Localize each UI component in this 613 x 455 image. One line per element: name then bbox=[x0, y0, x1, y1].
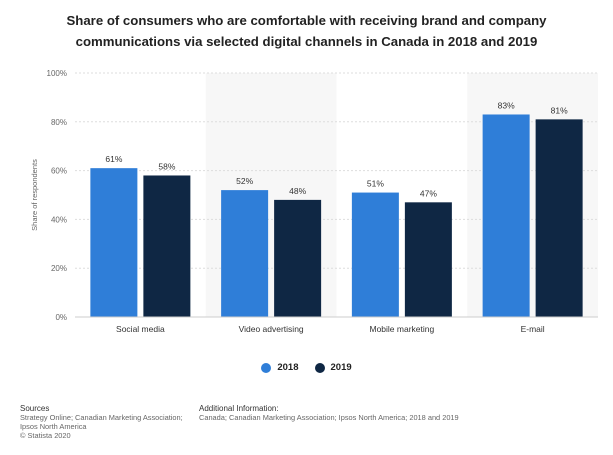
bar-2018-0 bbox=[90, 168, 138, 317]
data-label: 52% bbox=[236, 176, 253, 186]
y-tick-label: 40% bbox=[51, 215, 67, 224]
bar-2018-2 bbox=[351, 192, 399, 317]
x-tick-label: Video advertising bbox=[239, 324, 304, 334]
legend-label-2018: 2018 bbox=[277, 362, 299, 373]
legend-dot-2019 bbox=[314, 362, 325, 373]
sources-line-1: Strategy Online; Canadian Marketing Asso… bbox=[20, 413, 183, 422]
y-tick-label: 0% bbox=[55, 313, 67, 322]
x-tick-label: Social media bbox=[116, 324, 165, 334]
data-label: 47% bbox=[420, 188, 437, 198]
additional-info-title: Additional Information: bbox=[199, 404, 279, 413]
data-label: 83% bbox=[498, 100, 515, 110]
bar-chart: 0% 20% 40% 60% 80% 100% Share of respondents 61… bbox=[30, 69, 598, 334]
y-tick-label: 20% bbox=[51, 264, 67, 273]
sources-title: Sources bbox=[20, 404, 50, 413]
data-label: 81% bbox=[551, 105, 568, 115]
bar-2019-0 bbox=[143, 175, 191, 317]
legend-item-2019[interactable]: 2019 bbox=[314, 362, 352, 373]
y-tick-label: 80% bbox=[51, 118, 67, 127]
x-tick-label: Mobile marketing bbox=[370, 324, 435, 334]
bar-2019-2 bbox=[404, 202, 452, 317]
data-label: 58% bbox=[158, 161, 175, 171]
chart-title: Share of consumers who are comfortable w… bbox=[20, 10, 593, 52]
copyright: © Statista 2020 bbox=[20, 431, 71, 440]
legend-item-2018[interactable]: 2018 bbox=[261, 362, 299, 373]
chart-title-line-2: communications via selected digital chan… bbox=[75, 34, 538, 49]
chart-title-line-1: Share of consumers who are comfortable w… bbox=[66, 13, 547, 28]
data-label: 51% bbox=[367, 179, 384, 189]
bar-2019-3 bbox=[535, 119, 583, 317]
bar-2018-3 bbox=[482, 114, 530, 317]
data-label: 61% bbox=[105, 154, 122, 164]
additional-info-block: Additional Information: Canada; Canadian… bbox=[199, 404, 499, 422]
legend-label-2019: 2019 bbox=[330, 362, 352, 373]
sources-block: Sources Strategy Online; Canadian Market… bbox=[20, 404, 200, 440]
y-tick-label: 60% bbox=[51, 167, 67, 176]
bar-2018-1 bbox=[221, 190, 269, 317]
x-tick-label: E-mail bbox=[521, 324, 545, 334]
y-tick-label: 100% bbox=[47, 69, 67, 78]
sources-line-2: Ipsos North America bbox=[20, 422, 87, 431]
additional-info-text: Canada; Canadian Marketing Association; … bbox=[199, 413, 459, 422]
y-axis-label: Share of respondents bbox=[30, 159, 39, 231]
legend: 2018 2019 bbox=[0, 362, 613, 373]
bar-2019-1 bbox=[274, 199, 322, 317]
data-label: 48% bbox=[289, 186, 306, 196]
legend-dot-2018 bbox=[261, 362, 272, 373]
